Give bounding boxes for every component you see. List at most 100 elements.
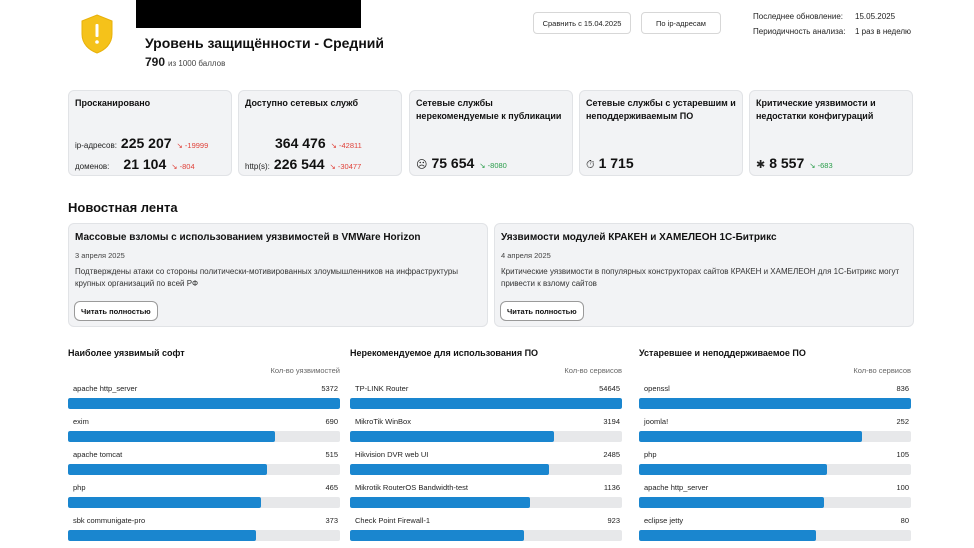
item-name: php xyxy=(73,483,86,492)
list-item[interactable]: php 105 xyxy=(639,446,911,479)
card-row-value: ✱ 8 557 ↘ -683 xyxy=(756,155,833,171)
frequency-value: 1 раз в неделю xyxy=(855,27,912,36)
list-item[interactable]: apache http_server 5372 xyxy=(68,380,340,413)
progress-track xyxy=(68,530,340,541)
progress-fill xyxy=(639,431,863,442)
progress-track xyxy=(639,497,911,508)
card-row-domains: доменов: 21 104 ↘ -804 xyxy=(75,156,195,172)
row-value: 226 544 xyxy=(273,156,325,172)
row-value: 225 207 xyxy=(120,135,172,151)
item-name: Hikvision DVR web UI xyxy=(355,450,429,459)
list-title: Наиболее уязвимый софт xyxy=(68,348,185,358)
list-column-header: Кол-во сервисов xyxy=(564,366,622,375)
list-item[interactable]: sbk communigate-pro 373 xyxy=(68,512,340,545)
row-delta: ↘ -804 xyxy=(171,162,195,171)
list-item[interactable]: exim 690 xyxy=(68,413,340,446)
item-name: Mikrotik RouterOS Bandwidth-test xyxy=(355,483,468,492)
row-label: ip-адресов: xyxy=(75,141,117,150)
card-title: Просканировано xyxy=(75,98,151,108)
progress-track xyxy=(68,398,340,409)
list-vulnerable-software: Наиболее уязвимый софт Кол-во уязвимосте… xyxy=(68,348,340,545)
progress-fill xyxy=(639,530,816,541)
list-item-row: apache http_server 100 xyxy=(639,483,911,492)
bug-icon: ✱ xyxy=(756,159,766,171)
row-value: 8 557 xyxy=(769,155,805,171)
item-name: eclipse jetty xyxy=(644,516,684,525)
timer-icon: ⏱ xyxy=(586,159,595,171)
list-item[interactable]: MikroTik WinBox 3194 xyxy=(350,413,622,446)
list-item-row: MikroTik WinBox 3194 xyxy=(350,417,622,426)
progress-fill xyxy=(350,398,622,409)
list-column-header: Кол-во сервисов xyxy=(853,366,911,375)
progress-fill xyxy=(68,464,267,475)
item-name: sbk communigate-pro xyxy=(73,516,146,525)
card-not-recommended[interactable]: Сетевые службы нерекомендуемые к публика… xyxy=(409,90,573,176)
card-row-value: ⏱ 1 715 xyxy=(586,155,639,172)
list-item[interactable]: Mikrotik RouterOS Bandwidth-test 1136 xyxy=(350,479,622,512)
progress-fill xyxy=(68,431,275,442)
news-card-vmware: Массовые взломы с использованием уязвимо… xyxy=(68,223,488,327)
list-item[interactable]: openssl 836 xyxy=(639,380,911,413)
progress-track xyxy=(350,530,622,541)
item-count: 252 xyxy=(896,417,909,426)
by-ip-button[interactable]: По ip-адресам xyxy=(641,12,721,34)
card-row-https: http(s): 226 544 ↘ -30477 xyxy=(245,156,361,172)
item-count: 2485 xyxy=(603,450,620,459)
list-outdated-software: Устаревшее и неподдерживаемое ПО Кол-во … xyxy=(639,348,911,545)
progress-track xyxy=(639,431,911,442)
list-item-row: sbk communigate-pro 373 xyxy=(68,516,340,525)
item-count: 105 xyxy=(896,450,909,459)
progress-fill xyxy=(639,464,827,475)
item-name: php xyxy=(644,450,657,459)
progress-track xyxy=(350,464,622,475)
list-item[interactable]: eclipse jetty 80 xyxy=(639,512,911,545)
warning-shield-icon xyxy=(81,14,113,54)
list-item[interactable]: php 465 xyxy=(68,479,340,512)
score-value: 790 xyxy=(145,55,166,69)
card-network-services[interactable]: Доступно сетевых служб 364 476 ↘ -42811 … xyxy=(238,90,402,176)
list-item[interactable]: apache http_server 100 xyxy=(639,479,911,512)
item-count: 690 xyxy=(325,417,338,426)
list-item[interactable]: Check Point Firewall-1 923 xyxy=(350,512,622,545)
item-name: apache http_server xyxy=(644,483,709,492)
news-title: Уязвимости модулей КРАКЕН и ХАМЕЛЕОН 1С-… xyxy=(501,232,777,243)
compare-button[interactable]: Сравнить с 15.04.2025 xyxy=(533,12,631,34)
redacted-block xyxy=(136,0,361,28)
list-item-row: apache http_server 5372 xyxy=(68,384,340,393)
list-item[interactable]: Hikvision DVR web UI 2485 xyxy=(350,446,622,479)
list-item-row: Check Point Firewall-1 923 xyxy=(350,516,622,525)
progress-fill xyxy=(639,398,911,409)
card-title: Критические уязвимости и недостатки конф… xyxy=(756,98,876,121)
item-count: 80 xyxy=(900,516,909,525)
list-item[interactable]: joomla! 252 xyxy=(639,413,911,446)
item-count: 923 xyxy=(607,516,620,525)
item-name: exim xyxy=(73,417,89,426)
row-delta: ↘ -30477 xyxy=(329,162,362,171)
news-title: Массовые взломы с использованием уязвимо… xyxy=(75,232,421,243)
list-items: TP-LINK Router 54645 MikroTik WinBox 3194 Hi… xyxy=(350,380,622,545)
item-name: TP-LINK Router xyxy=(355,384,409,393)
card-scanned[interactable]: Просканировано ip-адресов: 225 207 ↘ -19… xyxy=(68,90,232,176)
list-item[interactable]: apache tomcat 515 xyxy=(68,446,340,479)
security-score: 790 из 1000 баллов xyxy=(145,55,225,69)
card-critical[interactable]: Критические уязвимости и недостатки конф… xyxy=(749,90,913,176)
read-more-button[interactable]: Читать полностью xyxy=(74,301,158,321)
card-title: Сетевые службы с устаревшим и неподдержи… xyxy=(586,98,736,121)
item-count: 5372 xyxy=(321,384,338,393)
item-name: openssl xyxy=(644,384,670,393)
list-item-row: openssl 836 xyxy=(639,384,911,393)
progress-track xyxy=(350,398,622,409)
list-item-row: Hikvision DVR web UI 2485 xyxy=(350,450,622,459)
progress-fill xyxy=(639,497,824,508)
read-more-button[interactable]: Читать полностью xyxy=(500,301,584,321)
list-item[interactable]: TP-LINK Router 54645 xyxy=(350,380,622,413)
progress-track xyxy=(350,431,622,442)
news-date: 4 апреля 2025 xyxy=(501,251,551,260)
list-not-recommended-software: Нерекомендуемое для использования ПО Кол… xyxy=(350,348,622,545)
item-name: MikroTik WinBox xyxy=(355,417,411,426)
progress-track xyxy=(68,464,340,475)
list-title: Нерекомендуемое для использования ПО xyxy=(350,348,539,358)
card-outdated[interactable]: Сетевые службы с устаревшим и неподдержи… xyxy=(579,90,743,176)
item-name: joomla! xyxy=(644,417,669,426)
news-text: Критические уязвимости в популярных конс… xyxy=(501,267,900,288)
